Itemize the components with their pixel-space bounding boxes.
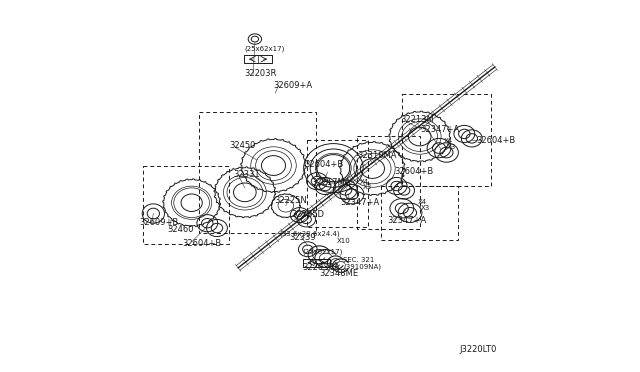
Text: 32331: 32331 xyxy=(234,170,260,179)
Text: X4: X4 xyxy=(360,179,369,185)
Text: X4: X4 xyxy=(417,199,427,205)
Bar xyxy=(303,259,330,267)
Bar xyxy=(307,140,369,227)
Text: 32604+B: 32604+B xyxy=(305,160,344,169)
Text: 32604+B: 32604+B xyxy=(476,136,515,145)
Text: 32310MA: 32310MA xyxy=(357,151,397,160)
Text: 32339: 32339 xyxy=(289,233,316,242)
Text: 32604+B: 32604+B xyxy=(182,239,221,248)
Text: 32604+B: 32604+B xyxy=(394,167,434,176)
Text: 32609+A: 32609+A xyxy=(273,81,312,90)
Text: 32347+A: 32347+A xyxy=(340,198,380,207)
Text: 32203R: 32203R xyxy=(244,69,276,78)
Text: (25x62x17): (25x62x17) xyxy=(244,45,285,52)
Text: X4: X4 xyxy=(444,138,453,144)
Text: 32347+A: 32347+A xyxy=(420,125,460,134)
Text: 32609+B: 32609+B xyxy=(140,218,179,227)
Text: (25x62x17): (25x62x17) xyxy=(303,248,343,255)
Text: 32450: 32450 xyxy=(229,141,255,150)
Text: 32348ME: 32348ME xyxy=(319,269,358,278)
Text: 32225N: 32225N xyxy=(275,196,307,205)
Text: (33.6x38.6x24.4): (33.6x38.6x24.4) xyxy=(279,230,340,237)
Bar xyxy=(143,166,229,244)
Text: 32460: 32460 xyxy=(168,225,194,234)
Text: 32347+A: 32347+A xyxy=(387,216,426,225)
Bar xyxy=(357,136,420,229)
Bar xyxy=(244,55,272,63)
Text: J3220LT0: J3220LT0 xyxy=(460,345,497,354)
Text: 32217MA: 32217MA xyxy=(311,178,351,187)
Text: SEC. 321: SEC. 321 xyxy=(343,257,374,263)
Text: 32203RA: 32203RA xyxy=(303,263,340,272)
Text: X3: X3 xyxy=(447,144,456,150)
Text: (39109NA): (39109NA) xyxy=(343,264,381,270)
Text: X3: X3 xyxy=(420,205,429,211)
Bar xyxy=(402,94,491,186)
Bar xyxy=(199,112,316,232)
Text: 32213M: 32213M xyxy=(401,115,434,124)
Text: X10: X10 xyxy=(337,238,350,244)
Text: 32285D: 32285D xyxy=(292,210,324,219)
Text: X3: X3 xyxy=(363,185,372,190)
Bar xyxy=(381,186,458,240)
